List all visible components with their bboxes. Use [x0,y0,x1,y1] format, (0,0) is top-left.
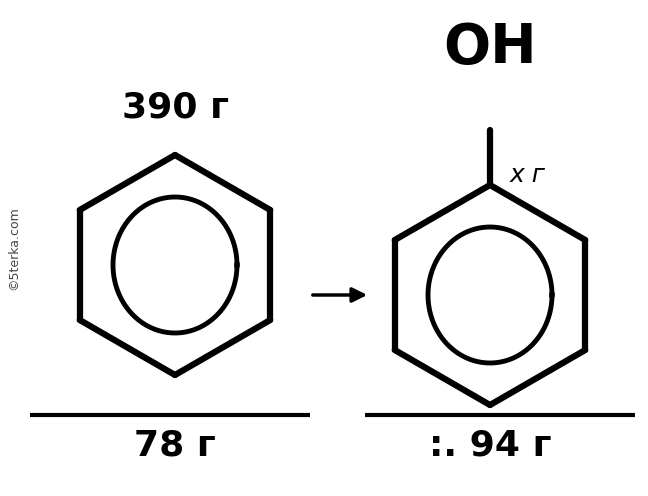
Text: ©5terka.com: ©5terka.com [8,206,21,290]
Text: OH: OH [443,21,537,75]
Text: 78 г: 78 г [134,428,216,462]
Text: x г: x г [510,163,546,187]
Text: 390 г: 390 г [122,91,229,125]
Text: :. 94 г: :. 94 г [429,428,551,462]
